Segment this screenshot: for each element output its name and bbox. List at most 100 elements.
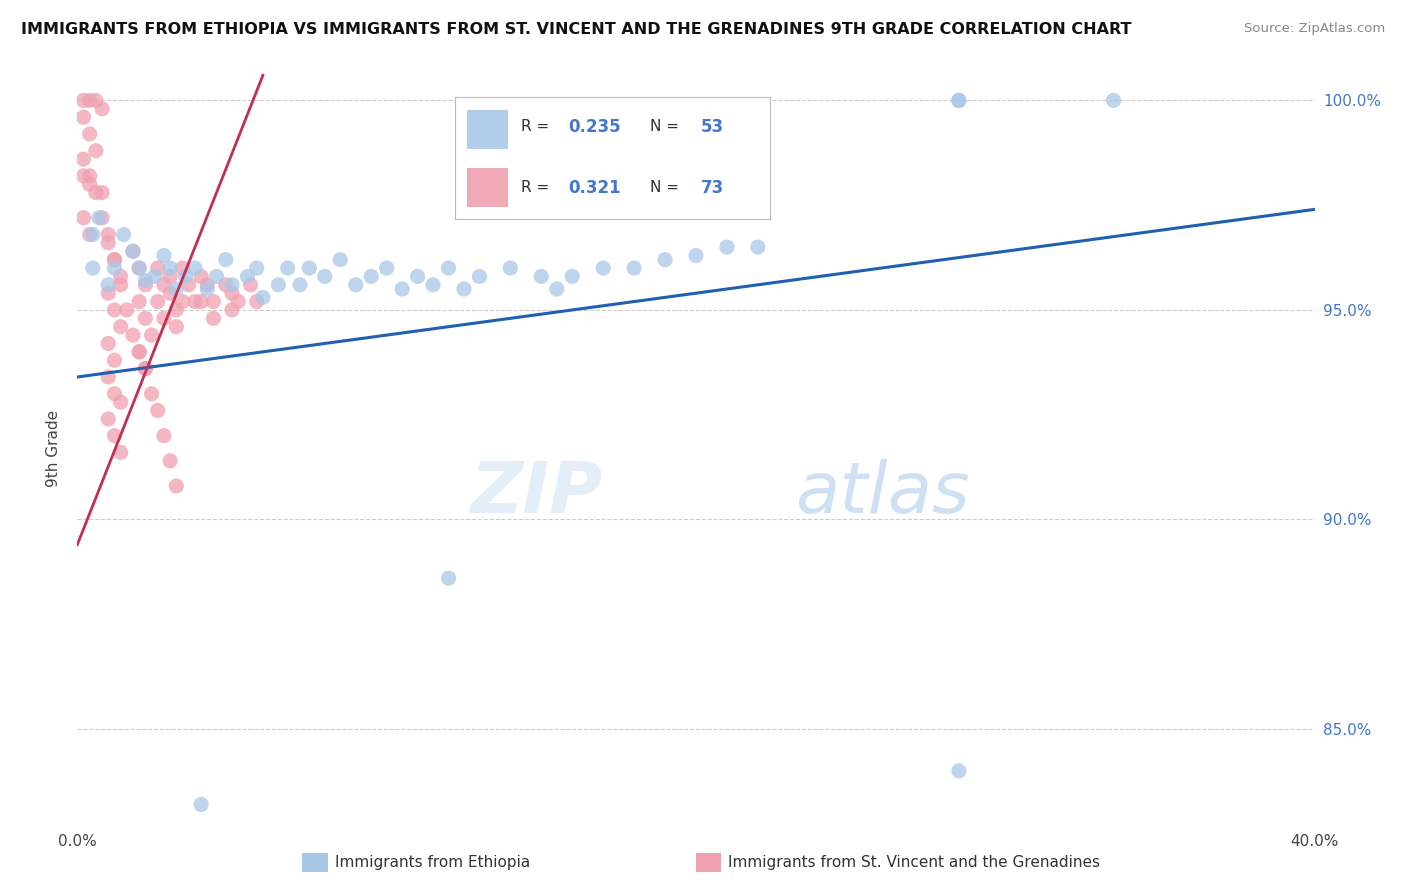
Point <box>391 282 413 296</box>
Point <box>103 302 125 317</box>
Point <box>422 277 444 292</box>
Point <box>146 403 169 417</box>
Point <box>72 152 94 166</box>
Point <box>141 386 163 401</box>
Point <box>103 428 125 442</box>
Point <box>97 370 120 384</box>
Text: Immigrants from St. Vincent and the Grenadines: Immigrants from St. Vincent and the Gren… <box>728 855 1101 870</box>
Point <box>177 277 200 292</box>
Point <box>406 269 429 284</box>
Point <box>159 260 181 275</box>
Text: ZIP: ZIP <box>471 459 603 528</box>
Point <box>190 294 212 309</box>
Point <box>128 294 150 309</box>
Point <box>110 319 132 334</box>
Point <box>592 260 614 275</box>
Point <box>103 260 125 275</box>
Point <box>79 178 101 192</box>
Point <box>360 269 382 284</box>
Point <box>91 186 114 200</box>
Point <box>91 102 114 116</box>
Point <box>314 269 336 284</box>
Point <box>141 328 163 343</box>
Point <box>437 260 460 275</box>
Point <box>112 227 135 242</box>
Point <box>122 244 145 259</box>
Point <box>134 361 156 376</box>
Point <box>128 260 150 275</box>
Point <box>153 248 176 262</box>
Point <box>153 311 176 326</box>
Point <box>246 294 269 309</box>
Y-axis label: 9th Grade: 9th Grade <box>46 409 62 487</box>
Point <box>172 260 194 275</box>
Point <box>97 277 120 292</box>
Point <box>215 252 238 267</box>
Point <box>82 260 104 275</box>
Point <box>221 286 243 301</box>
Point <box>128 344 150 359</box>
Point <box>143 269 166 284</box>
Point <box>97 336 120 351</box>
Point <box>97 227 120 242</box>
Point <box>103 386 125 401</box>
Point <box>221 302 243 317</box>
Point <box>159 286 181 301</box>
Point <box>159 269 181 284</box>
Point <box>91 211 114 225</box>
Text: atlas: atlas <box>794 459 970 528</box>
Point <box>747 240 769 254</box>
Point <box>654 252 676 267</box>
Point <box>190 269 212 284</box>
Point <box>184 294 207 309</box>
Point <box>82 227 104 242</box>
Point <box>159 454 181 468</box>
Point <box>103 252 125 267</box>
Point <box>561 269 583 284</box>
Point <box>546 282 568 296</box>
Point <box>1102 94 1125 108</box>
Point <box>84 186 107 200</box>
Point <box>110 277 132 292</box>
Point <box>165 282 187 296</box>
Point <box>97 412 120 426</box>
Point <box>202 311 225 326</box>
Point <box>205 269 228 284</box>
Point <box>288 277 311 292</box>
Point <box>165 319 187 334</box>
Point <box>110 395 132 409</box>
Point <box>530 269 553 284</box>
Point <box>716 240 738 254</box>
Point <box>195 282 218 296</box>
Point <box>115 302 138 317</box>
Point <box>298 260 321 275</box>
Point <box>277 260 299 275</box>
Point <box>165 479 187 493</box>
Point <box>215 277 238 292</box>
Point <box>499 260 522 275</box>
Point <box>174 269 197 284</box>
Point <box>97 286 120 301</box>
Point <box>246 260 269 275</box>
Point <box>375 260 398 275</box>
Point <box>72 169 94 183</box>
Point <box>453 282 475 296</box>
Point <box>221 277 243 292</box>
Point <box>122 328 145 343</box>
Point <box>134 311 156 326</box>
Point <box>948 94 970 108</box>
Text: Source: ZipAtlas.com: Source: ZipAtlas.com <box>1244 22 1385 36</box>
Point <box>685 248 707 262</box>
Point <box>79 94 101 108</box>
Point <box>344 277 367 292</box>
Point <box>146 260 169 275</box>
Point <box>134 361 156 376</box>
Text: Immigrants from Ethiopia: Immigrants from Ethiopia <box>335 855 530 870</box>
Point <box>226 294 249 309</box>
Point <box>79 169 101 183</box>
Point <box>134 277 156 292</box>
Point <box>110 445 132 459</box>
Point <box>84 144 107 158</box>
Point <box>165 302 187 317</box>
Point <box>623 260 645 275</box>
